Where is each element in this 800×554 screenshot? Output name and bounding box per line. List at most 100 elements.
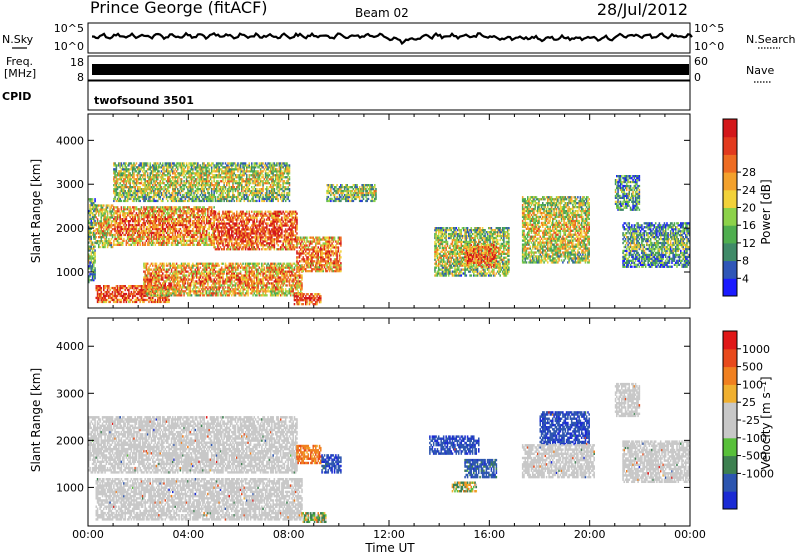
range-gate-cell [150, 222, 153, 225]
range-gate-cell [190, 229, 193, 233]
range-gate-cell [188, 274, 190, 277]
range-gate-cell [173, 220, 175, 223]
range-gate-cell [259, 280, 262, 283]
range-gate-cell [241, 224, 243, 227]
range-gate-cell [149, 286, 152, 289]
range-gate-cell [330, 260, 332, 263]
range-gate-cell [182, 243, 184, 246]
range-gate-cell [148, 268, 150, 271]
range-gate-cell [190, 208, 193, 211]
range-gate-cell [222, 218, 224, 221]
range-gate-cell [115, 216, 118, 219]
range-gate-cell [184, 210, 187, 213]
range-gate-cell [267, 216, 269, 219]
range-gate-cell [143, 206, 145, 209]
range-gate-cell [126, 208, 129, 211]
range-gate-cell [143, 284, 145, 287]
noise-tick-right-bottom: 10^0 [694, 40, 724, 53]
range-gate-cell [267, 222, 269, 225]
range-gate-cell [125, 218, 128, 221]
range-gate-cell [316, 299, 318, 302]
range-gate-cell [159, 294, 162, 298]
range-gate-cell [89, 247, 91, 250]
range-gate-cell [232, 274, 234, 277]
range-gate-cell [271, 292, 273, 295]
range-gate-cell [150, 220, 153, 223]
range-gate-cell [164, 222, 167, 225]
range-gate-cell [101, 206, 104, 209]
range-gate-cell [182, 239, 184, 242]
range-gate-cell [262, 290, 264, 293]
range-gate-cell [316, 250, 318, 253]
range-gate-cell [135, 298, 138, 302]
range-gate-cell [215, 248, 218, 251]
range-gate-cell [195, 292, 198, 295]
range-gate-cell [163, 210, 165, 213]
range-gate-cell [318, 268, 321, 271]
range-gate-cell [146, 286, 149, 289]
range-gate-cell [134, 222, 136, 225]
range-gate-cell [129, 300, 131, 304]
range-gate-cell [213, 284, 215, 287]
range-gate-cell [168, 216, 170, 219]
range-gate-cell [118, 216, 120, 219]
range-gate-cell [328, 270, 331, 273]
range-gate-cell [271, 268, 273, 271]
range-gate-cell [283, 270, 286, 273]
range-gate-cell [284, 224, 287, 227]
range-gate-cell [168, 239, 170, 242]
range-gate-cell [286, 230, 288, 233]
range-gate-cell [94, 233, 96, 236]
range-gate-cell [327, 252, 330, 255]
range-gate-cell [106, 292, 109, 296]
range-gate-cell [95, 288, 98, 292]
range-gate-cell [277, 218, 279, 221]
range-gate-cell [291, 234, 293, 237]
range-gate-cell [154, 262, 157, 265]
range-gate-cell [320, 258, 322, 261]
range-gate-cell [233, 246, 236, 249]
range-gate-cell [234, 278, 237, 281]
range-gate-cell [297, 280, 299, 283]
range-gate-cell [152, 300, 154, 304]
range-gate-cell [118, 225, 120, 229]
range-gate-cell [174, 243, 177, 246]
range-gate-cell [193, 237, 195, 241]
range-gate-cell [174, 212, 177, 215]
range-gate-cell [210, 243, 213, 246]
range-gate-cell [187, 212, 189, 215]
range-gate-cell [94, 275, 96, 278]
range-gate-cell [175, 292, 178, 295]
range-gate-cell [158, 212, 160, 215]
range-gate-cell [179, 237, 182, 241]
range-gate-cell [183, 227, 185, 231]
range-gate-cell [178, 227, 180, 231]
range-gate-cell [162, 214, 164, 217]
range-gate-cell [148, 292, 150, 296]
range-gate-cell [207, 282, 209, 285]
range-gate-cell [267, 290, 269, 293]
range-gate-cell [163, 264, 165, 267]
range-gate-cell [213, 292, 215, 295]
range-gate-cell [198, 280, 200, 283]
range-gate-cell [158, 243, 160, 246]
range-gate-cell [167, 268, 169, 271]
range-gate-cell [175, 222, 178, 225]
range-gate-cell [301, 295, 303, 298]
range-gate-cell [123, 285, 125, 288]
range-gate-cell [249, 278, 252, 281]
range-gate-cell [269, 214, 272, 217]
range-gate-cell [99, 245, 101, 249]
range-gate-cell [227, 228, 229, 231]
range-gate-cell [220, 222, 223, 225]
range-gate-cell [246, 218, 248, 221]
range-gate-cell [90, 257, 93, 260]
range-gate-cell [93, 259, 95, 262]
range-gate-cell [243, 222, 246, 225]
range-gate-cell [179, 276, 182, 279]
range-gate-cell [185, 218, 188, 221]
range-gate-cell [202, 280, 204, 283]
range-gate-cell [233, 232, 236, 235]
range-gate-cell [110, 230, 113, 233]
range-gate-cell [266, 214, 268, 217]
